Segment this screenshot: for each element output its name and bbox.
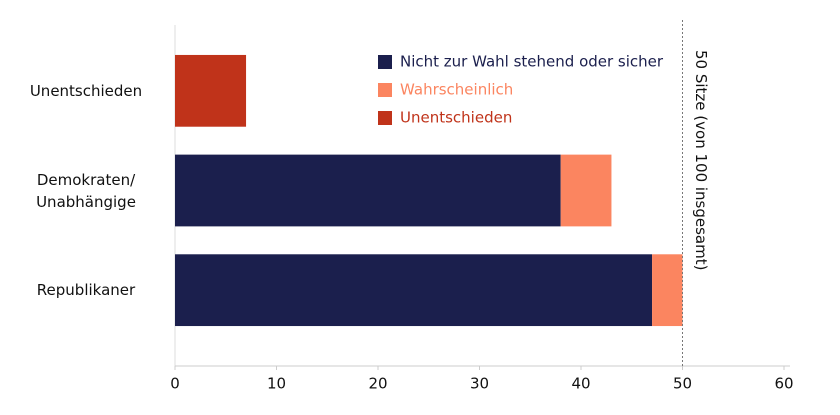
- legend-swatch: [378, 55, 392, 69]
- legend-label: Unentschieden: [400, 109, 512, 127]
- y-tick-label: Unentschieden: [29, 81, 143, 100]
- legend-label: Wahrscheinlich: [400, 81, 513, 99]
- y-tick-label: Demokraten/ Unabhängige: [36, 170, 136, 211]
- bar-segment: [175, 154, 561, 227]
- x-tick-label: 50: [673, 375, 692, 393]
- bar-segment: [175, 254, 653, 327]
- x-tick-label: 10: [267, 375, 286, 393]
- bar-segment: [560, 154, 612, 227]
- legend-label: Nicht zur Wahl stehend oder sicher: [400, 53, 664, 71]
- legend-swatch: [378, 111, 392, 125]
- bar-segment: [175, 54, 247, 127]
- x-tick-label: 20: [368, 375, 387, 393]
- x-tick-label: 40: [571, 375, 590, 393]
- bar-segment: [652, 254, 683, 327]
- reference-label: 50 Sitze (von 100 insgesamt): [692, 50, 710, 270]
- y-tick-label: Republikaner: [36, 281, 136, 300]
- x-tick-label: 60: [774, 375, 793, 393]
- x-tick-label: 0: [170, 375, 180, 393]
- x-tick-label: 30: [470, 375, 489, 393]
- legend-swatch: [378, 83, 392, 97]
